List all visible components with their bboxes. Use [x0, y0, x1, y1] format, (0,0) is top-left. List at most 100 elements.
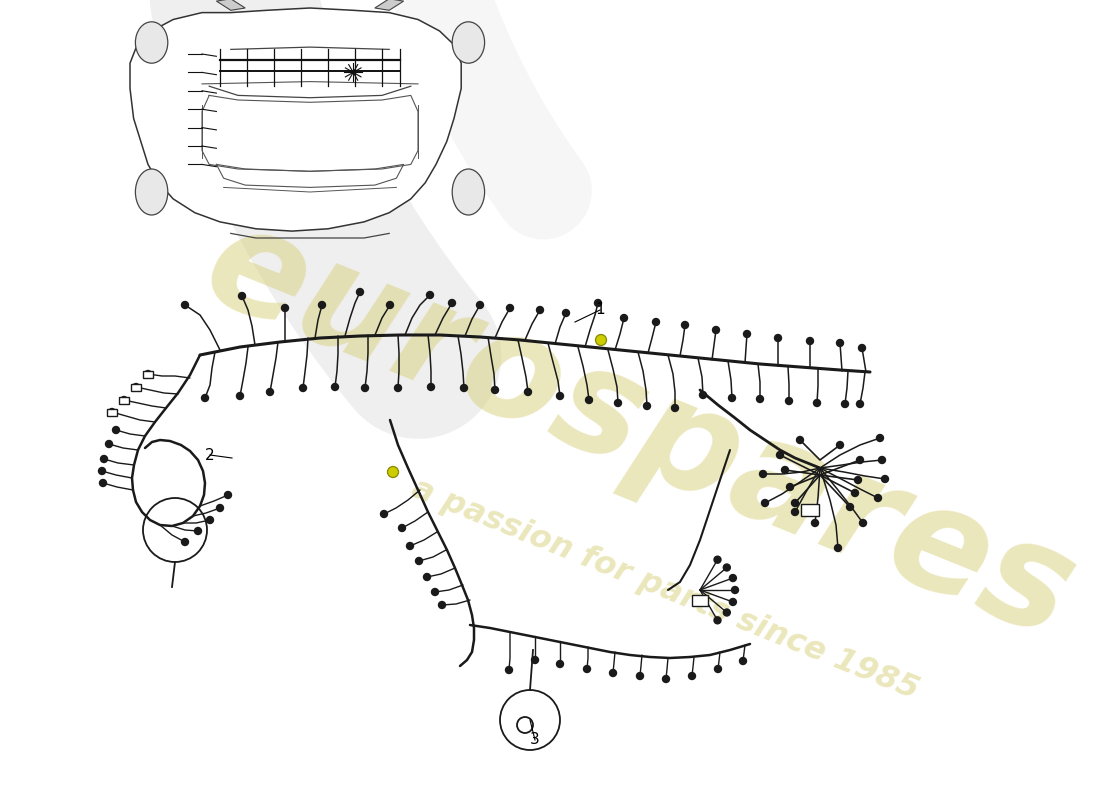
- Circle shape: [682, 322, 689, 329]
- FancyBboxPatch shape: [801, 504, 820, 516]
- Circle shape: [109, 409, 116, 415]
- Circle shape: [112, 426, 120, 434]
- Circle shape: [583, 666, 591, 673]
- Circle shape: [492, 386, 498, 394]
- Circle shape: [857, 457, 864, 463]
- Circle shape: [739, 658, 747, 665]
- Circle shape: [132, 383, 140, 390]
- Circle shape: [99, 479, 107, 486]
- Circle shape: [700, 391, 706, 398]
- Circle shape: [671, 405, 679, 411]
- Circle shape: [858, 345, 866, 351]
- FancyBboxPatch shape: [692, 594, 708, 606]
- Circle shape: [144, 370, 152, 378]
- Circle shape: [714, 617, 720, 624]
- Polygon shape: [130, 8, 461, 231]
- Circle shape: [386, 302, 394, 309]
- Circle shape: [785, 398, 792, 405]
- Circle shape: [282, 305, 288, 311]
- Circle shape: [724, 564, 730, 571]
- Circle shape: [662, 675, 670, 682]
- Circle shape: [757, 395, 763, 402]
- Circle shape: [652, 318, 660, 326]
- Circle shape: [620, 314, 627, 322]
- Polygon shape: [375, 0, 404, 10]
- Circle shape: [644, 402, 650, 410]
- Circle shape: [449, 299, 455, 306]
- Circle shape: [100, 455, 108, 462]
- Circle shape: [562, 310, 570, 317]
- Circle shape: [557, 661, 563, 667]
- Circle shape: [427, 291, 433, 298]
- Circle shape: [99, 467, 106, 474]
- Circle shape: [796, 437, 803, 443]
- Circle shape: [637, 673, 644, 679]
- Circle shape: [812, 519, 818, 526]
- Circle shape: [759, 470, 767, 478]
- Circle shape: [381, 510, 387, 518]
- Circle shape: [761, 499, 769, 506]
- Circle shape: [777, 451, 783, 458]
- Circle shape: [266, 389, 274, 395]
- Circle shape: [416, 558, 422, 565]
- Circle shape: [689, 673, 695, 679]
- Circle shape: [842, 401, 848, 407]
- Circle shape: [506, 666, 513, 674]
- Circle shape: [729, 574, 736, 582]
- Circle shape: [224, 491, 231, 498]
- Text: 2: 2: [206, 447, 214, 462]
- Circle shape: [182, 302, 188, 309]
- Circle shape: [836, 442, 844, 449]
- Circle shape: [506, 305, 514, 311]
- Circle shape: [879, 457, 886, 463]
- Circle shape: [461, 385, 468, 391]
- Circle shape: [531, 657, 539, 663]
- Circle shape: [195, 527, 201, 534]
- Text: a passion for parts since 1985: a passion for parts since 1985: [407, 474, 923, 706]
- Circle shape: [814, 399, 821, 406]
- Circle shape: [525, 389, 531, 395]
- Circle shape: [431, 589, 439, 595]
- Circle shape: [857, 401, 864, 407]
- Circle shape: [557, 393, 563, 399]
- Circle shape: [182, 538, 188, 546]
- Circle shape: [835, 545, 842, 551]
- Circle shape: [781, 466, 789, 474]
- Circle shape: [615, 399, 622, 406]
- Polygon shape: [217, 0, 245, 10]
- Circle shape: [239, 293, 245, 299]
- Circle shape: [609, 670, 616, 677]
- Circle shape: [806, 338, 814, 345]
- Circle shape: [855, 477, 861, 483]
- Circle shape: [851, 490, 858, 497]
- Circle shape: [774, 334, 781, 342]
- Text: 1: 1: [595, 302, 605, 318]
- Circle shape: [881, 475, 889, 482]
- Circle shape: [319, 302, 326, 309]
- Circle shape: [387, 466, 398, 478]
- Circle shape: [299, 385, 307, 391]
- Text: eurospares: eurospares: [186, 192, 1094, 668]
- Circle shape: [106, 441, 112, 447]
- Circle shape: [874, 494, 881, 502]
- Circle shape: [424, 574, 430, 581]
- Circle shape: [732, 586, 738, 594]
- Circle shape: [398, 525, 406, 531]
- Circle shape: [715, 666, 722, 673]
- Ellipse shape: [135, 22, 168, 63]
- Text: 3: 3: [530, 733, 540, 747]
- Circle shape: [744, 330, 750, 338]
- FancyBboxPatch shape: [131, 383, 141, 390]
- Circle shape: [217, 505, 223, 511]
- Circle shape: [428, 383, 435, 390]
- FancyBboxPatch shape: [143, 370, 153, 378]
- FancyBboxPatch shape: [119, 397, 129, 403]
- Circle shape: [356, 289, 363, 295]
- Circle shape: [729, 598, 736, 606]
- Circle shape: [395, 385, 402, 391]
- Circle shape: [201, 394, 209, 402]
- Circle shape: [877, 434, 883, 442]
- Circle shape: [362, 385, 369, 391]
- Circle shape: [724, 609, 730, 616]
- Circle shape: [836, 339, 844, 346]
